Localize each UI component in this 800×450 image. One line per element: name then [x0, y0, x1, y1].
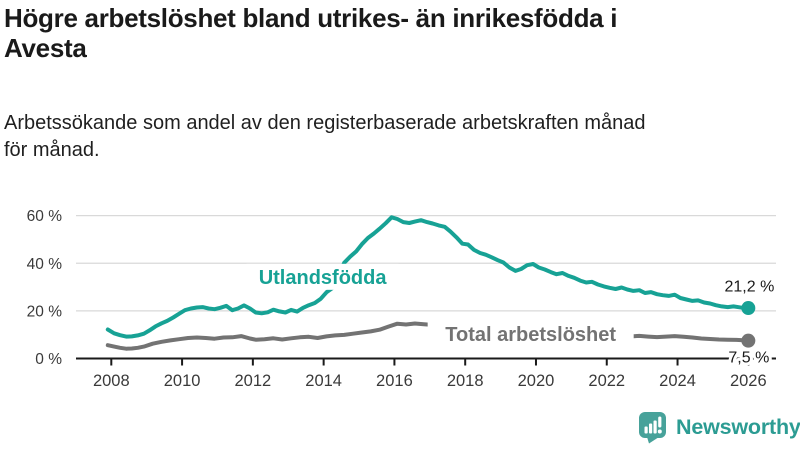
series-label-total-arbetsloshet: Total arbetslöshet: [445, 324, 616, 346]
logo-bar-short: [644, 426, 648, 434]
x-tick-label: 2020: [518, 372, 555, 390]
end-value-label-total-arbetsloshet: 7,5 %: [728, 349, 769, 366]
page-subtitle-line-2: för månad.: [4, 139, 100, 161]
end-value-label-utlandsfodda: 21,2 %: [725, 279, 775, 296]
page-title-line-2: Avesta: [4, 33, 87, 63]
y-tick-label: 20 %: [27, 303, 63, 320]
newsworthy-logo: Newsworthy: [638, 411, 800, 444]
series-label-utlandsfodda: Utlandsfödda: [259, 267, 388, 289]
page-title: Högre arbetslöshet bland utrikes- än inr…: [4, 3, 796, 63]
y-tick-label: 60 %: [27, 208, 63, 225]
brand-name: Newsworthy: [676, 415, 800, 439]
series-line-total-arbetsloshet: [105, 321, 751, 351]
x-tick-label: 2022: [588, 372, 625, 390]
series-line-utlandsfodda: [105, 215, 751, 339]
series-label-mask: [246, 263, 399, 290]
page-subtitle-line-1: Arbetssökande som andel av den registerb…: [4, 112, 646, 134]
logo-exclamation-stem: [658, 416, 662, 428]
series-label-mask: [427, 320, 634, 347]
unemployment-line-chart: 2008 2010 2012 2014 2016 2018 2020 2022 2024 2026…: [27, 208, 778, 390]
y-tick-label: 0 %: [35, 351, 62, 368]
x-tick-label: 2008: [93, 372, 130, 390]
x-tick-label: 2018: [447, 372, 484, 390]
x-tick-label: 2014: [305, 372, 342, 390]
x-tick-label: 2016: [376, 372, 413, 390]
series-end-dot-total-arbetsloshet: [741, 333, 756, 348]
logo-bar-medium: [649, 423, 653, 434]
x-tick-label: 2012: [235, 372, 272, 390]
logo-exclamation-dot: [657, 429, 662, 434]
newsworthy-logo-icon: [639, 412, 666, 444]
logo-bar-tall: [653, 420, 657, 434]
page-subtitle: Arbetssökande som andel av den registerb…: [4, 110, 796, 164]
x-tick-label: 2024: [659, 372, 696, 390]
page-title-line-1: Högre arbetslöshet bland utrikes- än inr…: [4, 3, 618, 33]
series-end-dot-utlandsfodda: [741, 301, 756, 316]
x-tick-label: 2026: [730, 372, 767, 390]
x-tick-label: 2010: [164, 372, 201, 390]
y-tick-label: 40 %: [27, 256, 63, 273]
